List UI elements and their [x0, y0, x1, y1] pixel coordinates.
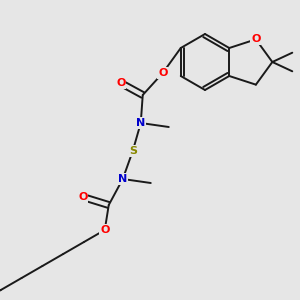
Text: O: O: [251, 34, 261, 44]
Text: O: O: [116, 78, 125, 88]
Text: O: O: [100, 225, 110, 235]
Text: S: S: [129, 146, 137, 156]
Text: O: O: [78, 192, 87, 202]
Text: N: N: [118, 174, 128, 184]
Text: O: O: [158, 68, 167, 78]
Text: N: N: [136, 118, 146, 128]
